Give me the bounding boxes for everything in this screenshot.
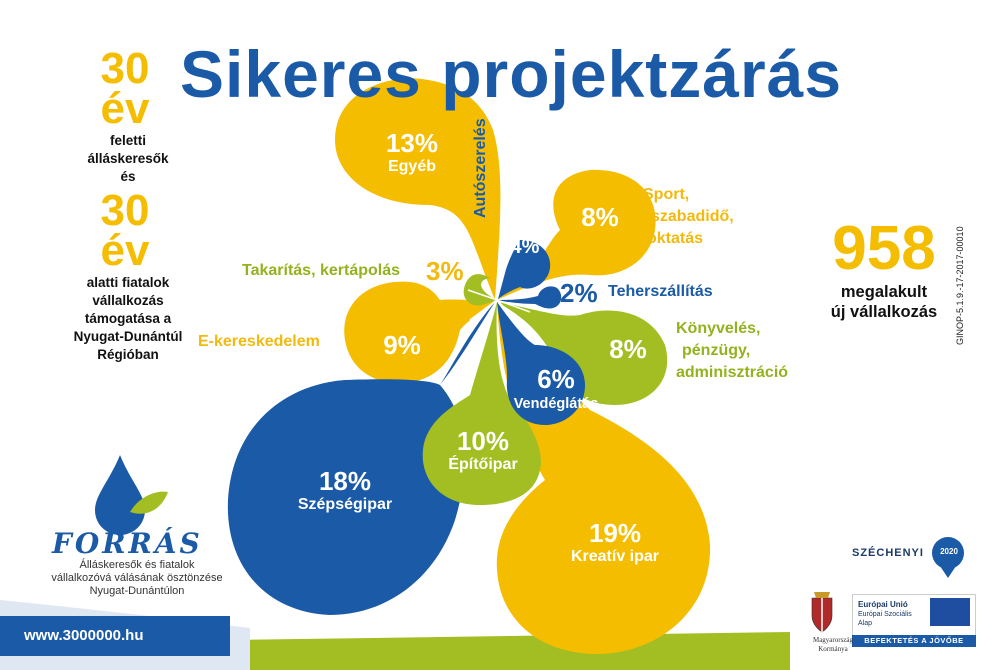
petal-konyv-label-line: Könyvelés,: [676, 320, 761, 337]
petal-eker: [344, 281, 495, 384]
eu-flag-icon: [930, 598, 970, 626]
petal-teher-pct: 2%: [560, 278, 598, 308]
left-text-1-line: és: [120, 169, 136, 184]
eu-lines: Európai Szociális Alap: [858, 610, 928, 628]
government-line2: Kormánya: [818, 645, 848, 653]
petal-szepseg-pct: 18%: [318, 466, 372, 496]
center-swirl: [467, 269, 531, 331]
petal-sport-label: Sport, szabadidő, oktatás: [643, 184, 734, 250]
government-line1: Magyarország: [812, 636, 854, 644]
petal-vendeg-label: Vendéglátás: [513, 396, 599, 412]
petal-sport-pct: 8%: [581, 202, 619, 232]
left-text-2: alatti fiatalok vállalkozás támogatása a…: [28, 274, 228, 364]
left-text-1-line: feletti: [109, 133, 146, 148]
petal-sport-label-line: Sport,: [643, 186, 690, 203]
petal-konyv-label: Könyvelés, pénzügy, adminisztráció: [676, 318, 788, 384]
petal-konyv: [497, 302, 668, 405]
logo-drop-icon: [95, 455, 145, 535]
big-stat-line: megalakult: [840, 283, 928, 301]
szechenyi-pin-icon: [932, 537, 964, 569]
big-stat-number: 958: [832, 214, 936, 283]
years-unit-2: év: [100, 226, 150, 275]
petal-takaritas-pct: 3%: [426, 256, 464, 286]
left-text-1-line: álláskeresők: [87, 151, 169, 166]
petal-teher: [497, 286, 562, 309]
petal-auto: [497, 240, 551, 300]
years-unit-1: év: [100, 84, 150, 133]
eu-line3: Alap: [858, 620, 873, 627]
petal-takaritas-label: Takarítás, kertápolás: [242, 262, 401, 279]
petal-szepseg: [227, 302, 495, 615]
petal-vendeg-pct: 6%: [537, 364, 575, 394]
petal-auto-label: Autószerelés: [472, 118, 489, 218]
forras-subtitle-line: Nyugat-Dunántúlon: [89, 585, 185, 597]
left-text-2-line: Nyugat-Dunántúl: [73, 329, 183, 344]
petal-sport-label-line: szabadidő,: [651, 208, 734, 225]
left-text-2-line: támogatása a: [84, 311, 172, 326]
petal-egyeb-label: Egyéb: [387, 158, 436, 175]
petal-vendeg: [497, 302, 585, 425]
petal-kreativ-label: Kreatív ipar: [570, 548, 660, 565]
szechenyi-label: SZÉCHENYI: [852, 547, 924, 559]
bottom-green-band: [230, 632, 790, 670]
years-value-2: 30: [100, 186, 150, 235]
petal-epito-label: Építőipar: [448, 456, 518, 473]
petal-egyeb-pct: 13%: [385, 128, 439, 158]
page-title: Sikeres projektzárás: [180, 37, 843, 111]
petal-auto-pct: 4%: [510, 236, 540, 258]
ginop-code: GINOP-5.1.9.-17-2017-00010: [955, 226, 965, 345]
petal-konyv-label-line: adminisztráció: [676, 364, 789, 381]
left-text-2-line: alatti fiatalok: [86, 275, 170, 290]
forras-subtitle: Álláskeresők és fiatalok vállalkozóvá vá…: [22, 559, 252, 598]
petal-epito: [422, 302, 541, 505]
big-stat-text: megalakult új vállalkozás: [804, 282, 964, 322]
petal-konyv-pct: 8%: [609, 334, 647, 364]
szechenyi-year: 2020: [940, 547, 958, 556]
eu-slogan: BEFEKTETÉS A JÖVŐBE: [852, 635, 976, 647]
petal-epito-pct: 10%: [456, 426, 510, 456]
coat-of-arms-icon: [811, 592, 833, 633]
petal-kreativ-pct: 19%: [588, 518, 642, 548]
left-text-1: feletti álláskeresők és: [28, 132, 228, 186]
forras-subtitle-line: Álláskeresők és fiatalok: [79, 559, 195, 571]
petal-szepseg-label: Szépségipar: [297, 496, 393, 513]
forras-logo-text: FORRÁS: [52, 527, 203, 560]
eu-line1: Európai Unió: [858, 600, 908, 609]
eu-line2: Európai Szociális: [858, 611, 912, 618]
petal-sport-label-line: oktatás: [647, 230, 704, 247]
forras-subtitle-line: vállalkozóvá válásának ösztönzése: [51, 572, 223, 584]
left-text-2-line: Régióban: [97, 347, 159, 362]
petal-konyv-label-line: pénzügy,: [682, 342, 751, 359]
years-value-1: 30: [100, 44, 150, 93]
website-link[interactable]: www.3000000.hu: [0, 616, 230, 656]
logo-leaf-icon: [130, 491, 168, 514]
government-label: Magyarország Kormánya: [798, 636, 868, 654]
petal-teher-label: Teherszállítás: [608, 283, 713, 300]
left-text-2-line: vállalkozás: [92, 293, 164, 308]
petal-eker-pct: 9%: [383, 330, 421, 360]
petal-eker-label: E-kereskedelem: [198, 333, 320, 350]
petal-egyeb: [335, 78, 501, 300]
big-stat-line: új vállalkozás: [830, 303, 938, 321]
